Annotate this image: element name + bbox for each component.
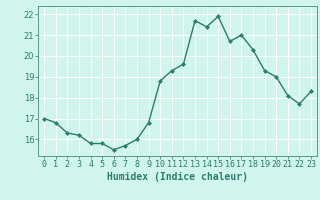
- X-axis label: Humidex (Indice chaleur): Humidex (Indice chaleur): [107, 172, 248, 182]
